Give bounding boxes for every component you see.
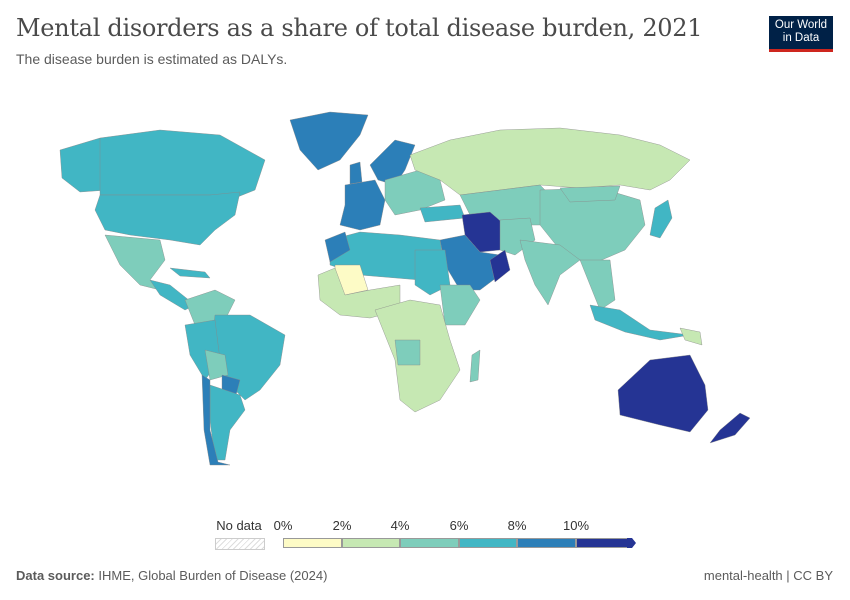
legend-tick: 4% <box>390 518 410 533</box>
source-label: Data source: <box>16 568 95 583</box>
region-mongolia[interactable] <box>559 185 621 203</box>
legend-bin-8-10[interactable] <box>517 538 576 548</box>
region-alaska[interactable] <box>59 137 109 193</box>
legend-bin-10-plus[interactable] <box>576 538 628 548</box>
region-southeast-asia[interactable] <box>579 259 616 311</box>
region-australia[interactable] <box>617 354 709 433</box>
legend-tick: 6% <box>449 518 469 533</box>
page-title: Mental disorders as a share of total dis… <box>16 14 703 42</box>
legend-bin-2-4[interactable] <box>342 538 400 548</box>
region-oman[interactable] <box>489 249 511 283</box>
legend-no-data-swatch[interactable] <box>215 538 265 550</box>
legend-tick: 8% <box>507 518 527 533</box>
region-nordic[interactable] <box>369 139 416 186</box>
region-chile[interactable] <box>201 374 231 466</box>
logo-line2: in Data <box>782 32 820 44</box>
region-sudan[interactable] <box>414 249 451 296</box>
legend-tick: 0% <box>273 518 293 533</box>
logo-line1: Our World <box>774 19 828 31</box>
color-legend: No data 0% 2% 4% 6% 8% 10% <box>210 518 650 558</box>
region-uk[interactable] <box>349 161 363 185</box>
region-western-europe[interactable] <box>339 179 386 231</box>
region-russia[interactable] <box>409 127 691 196</box>
region-angola[interactable] <box>394 339 421 366</box>
license[interactable]: mental-health | CC BY <box>703 568 833 583</box>
page-subtitle: The disease burden is estimated as DALYs… <box>16 51 288 67</box>
owid-logo[interactable]: Our World in Data <box>769 16 833 52</box>
region-caribbean[interactable] <box>169 267 211 279</box>
region-greenland[interactable] <box>289 111 369 171</box>
legend-tick: 10% <box>562 518 590 533</box>
region-indonesia[interactable] <box>589 304 691 341</box>
region-turkey[interactable] <box>419 204 466 223</box>
region-argentina[interactable] <box>209 384 246 461</box>
legend-bin-4-6[interactable] <box>400 538 459 548</box>
source-text[interactable]: IHME, Global Burden of Disease (2024) <box>98 568 328 583</box>
region-new-zealand[interactable] <box>709 412 751 444</box>
region-morocco[interactable] <box>324 231 351 263</box>
legend-bin-6-8[interactable] <box>459 538 517 548</box>
legend-bin-0-2[interactable] <box>283 538 342 548</box>
region-canada[interactable] <box>99 129 266 201</box>
region-bolivia[interactable] <box>204 349 229 381</box>
region-papua[interactable] <box>679 327 703 346</box>
legend-no-data-label: No data <box>216 518 262 533</box>
region-west-africa[interactable] <box>317 267 401 319</box>
region-japan[interactable] <box>649 199 673 239</box>
region-india[interactable] <box>519 239 581 306</box>
region-madagascar[interactable] <box>469 349 481 383</box>
data-source: Data source: IHME, Global Burden of Dise… <box>16 568 327 583</box>
region-east-africa[interactable] <box>439 284 481 326</box>
legend-tick: 2% <box>332 518 352 533</box>
legend-arrow-icon <box>627 538 636 548</box>
world-map <box>59 111 751 466</box>
region-usa[interactable] <box>94 191 241 246</box>
